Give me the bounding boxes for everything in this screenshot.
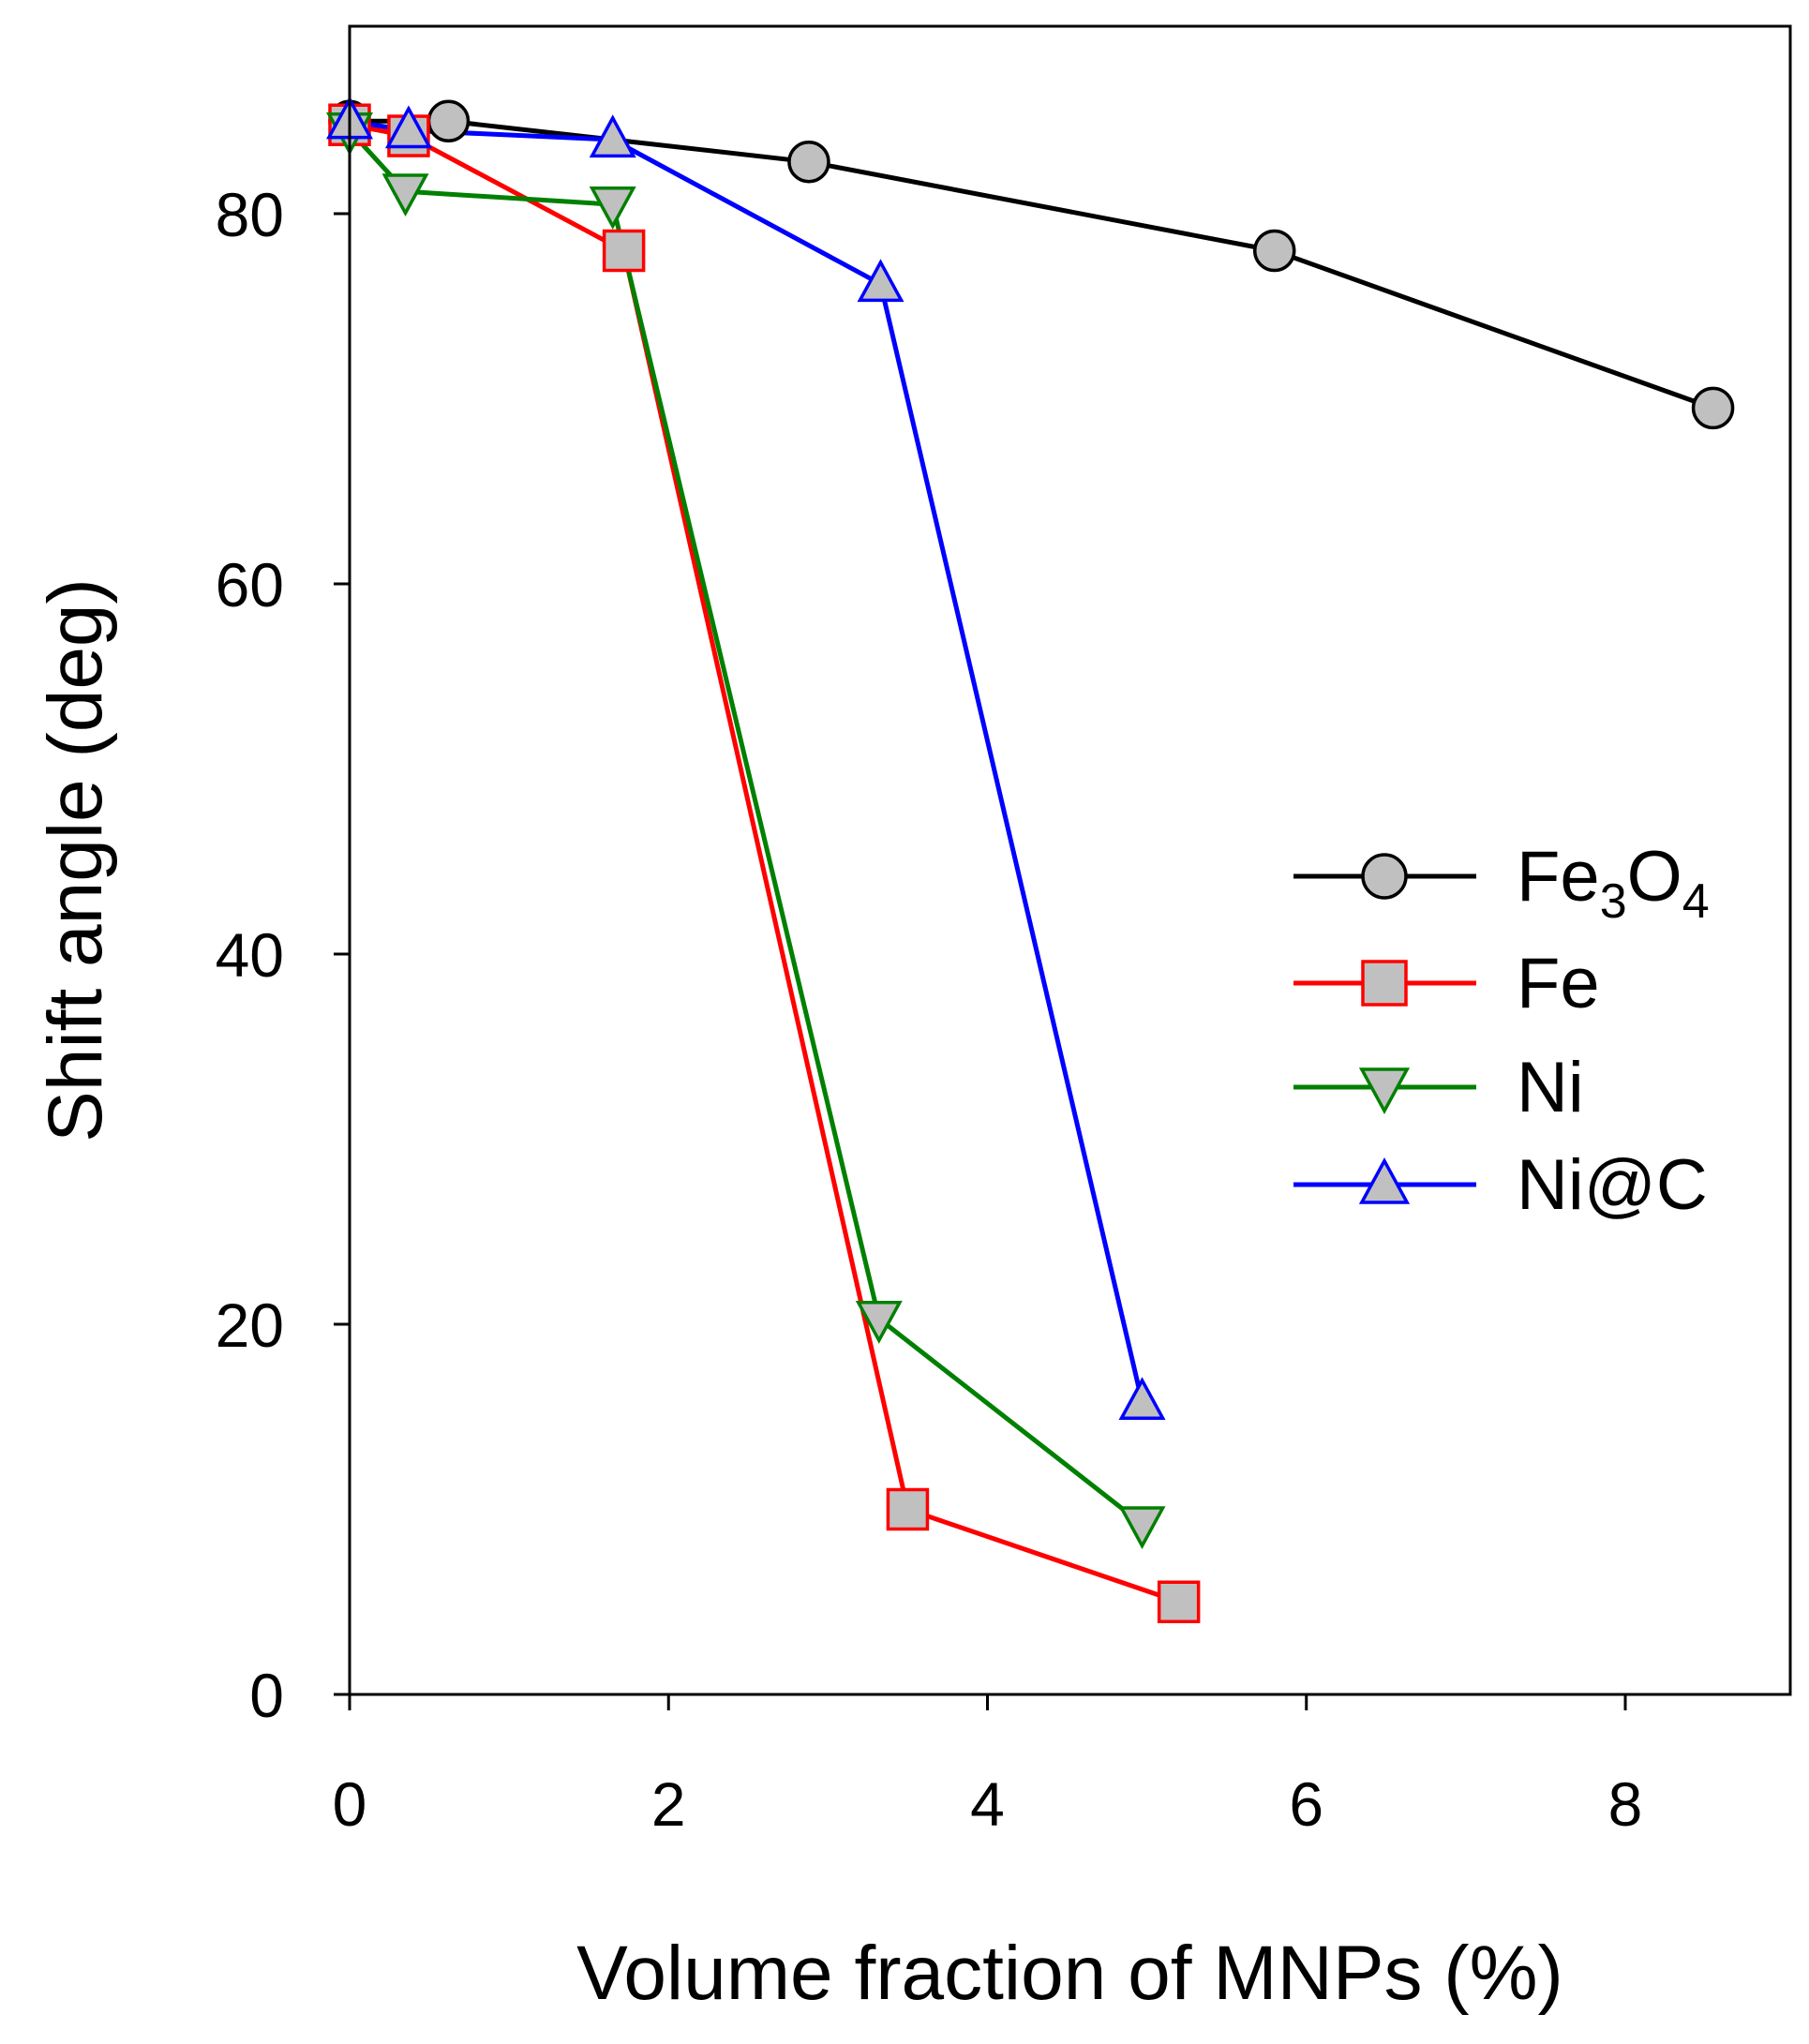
series-line-fe3o4	[350, 118, 1714, 410]
y-tick-label: 60	[216, 550, 284, 619]
data-point-ni	[1118, 1506, 1166, 1550]
legend-label: Ni@C	[1517, 1145, 1708, 1225]
legend-label: Fe3O4	[1517, 837, 1710, 929]
x-tick-label: 0	[333, 1769, 367, 1839]
legend-item-ni-c: Ni@C	[1293, 1145, 1708, 1225]
legend-item-fe3o4: Fe3O4	[1293, 837, 1710, 929]
data-point-ni	[381, 173, 429, 217]
y-axis-label: Shift angle (deg)	[33, 578, 118, 1142]
legend-item-fe: Fe	[1293, 944, 1600, 1023]
legend-label: Fe	[1517, 944, 1600, 1023]
data-point-fe3o4	[787, 140, 830, 184]
data-point-fe	[602, 229, 646, 273]
series-line-ni	[348, 128, 1144, 1527]
legend-marker	[1361, 853, 1408, 900]
data-point-ni-c	[384, 105, 432, 149]
legend-marker	[1361, 960, 1408, 1007]
data-point-ni-c	[857, 259, 904, 303]
data-point-ni	[589, 186, 636, 230]
y-tick-label: 0	[249, 1661, 284, 1730]
data-point-fe3o4	[1252, 229, 1296, 273]
legend-item-ni: Ni	[1293, 1048, 1584, 1127]
x-axis-label: Volume fraction of MNPs (%)	[576, 1931, 1563, 2016]
y-tick-label: 40	[216, 920, 284, 990]
legend-marker	[1358, 1067, 1411, 1114]
data-point-fe3o4	[1691, 386, 1735, 430]
data-point-fe3o4	[426, 99, 471, 142]
y-tick-label: 20	[216, 1291, 284, 1360]
x-tick-label: 4	[970, 1769, 1005, 1839]
series-line-fe	[349, 122, 1180, 1604]
x-tick-label: 8	[1608, 1769, 1643, 1839]
data-point-ni	[855, 1301, 903, 1344]
plot-area-frame	[348, 24, 1792, 1696]
data-point-ni-c	[1118, 1377, 1166, 1421]
data-point-fe	[1157, 1580, 1201, 1623]
legend-label: Ni	[1517, 1048, 1584, 1127]
legend-marker	[1358, 1157, 1411, 1204]
data-point-ni-c	[589, 114, 636, 158]
y-tick-label: 80	[216, 180, 284, 249]
legend: Fe3O4 Fe Ni Ni@C	[1293, 837, 1710, 1225]
x-tick-label: 2	[651, 1769, 686, 1839]
x-tick-label: 6	[1289, 1769, 1323, 1839]
data-point-fe	[886, 1487, 930, 1531]
